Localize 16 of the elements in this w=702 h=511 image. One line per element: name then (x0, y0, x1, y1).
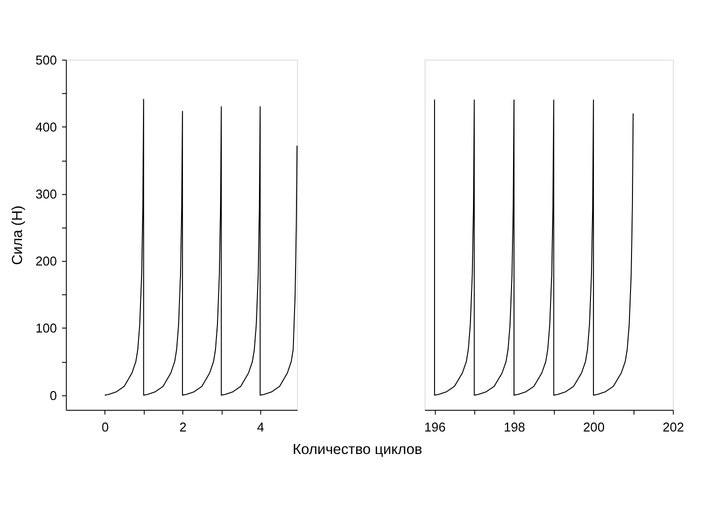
y-tick-label: 200 (36, 254, 57, 269)
x-tick-label: 0 (102, 420, 109, 435)
x-axis-title: Количество циклов (292, 442, 422, 458)
line-series (104, 98, 298, 396)
x-tick-label: 202 (662, 420, 684, 435)
y-tick-label: 400 (36, 120, 57, 135)
y-tick-label: 100 (36, 320, 57, 336)
x-tick-label: 198 (504, 420, 526, 435)
x-tick-label: 4 (257, 420, 264, 435)
y-axis-title: Сила (Н) (10, 206, 26, 265)
x-tick-label: 200 (583, 420, 605, 435)
y-tick-label: 300 (36, 186, 57, 202)
x-tick-label: 2 (179, 420, 186, 435)
x-tick-label: 196 (424, 420, 446, 435)
y-tick-label: 0 (50, 388, 57, 403)
y-tick-label: 500 (36, 52, 57, 68)
